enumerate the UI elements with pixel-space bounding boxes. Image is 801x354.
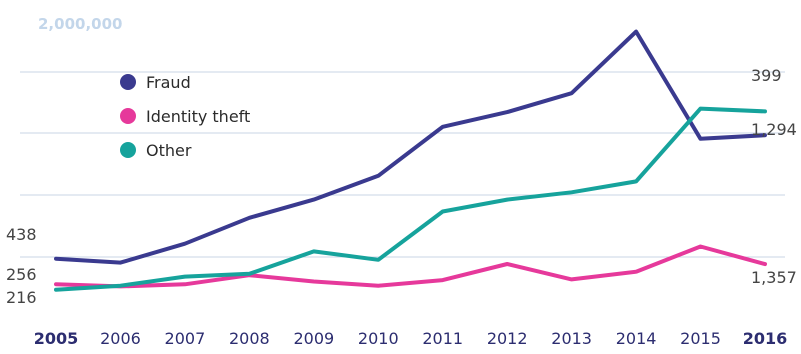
series-line-identity-theft [54, 244, 767, 289]
x-tick-label: 2014 [616, 329, 657, 348]
x-tick-label: 2015 [680, 329, 721, 348]
start-value-label: 256 [6, 265, 37, 284]
x-axis: 2005 2006 2007 2008 2009 2010 2011 2012 2013 2014… [34, 329, 788, 348]
end-value-label: 1,357 [751, 268, 797, 287]
legend-swatch [120, 74, 136, 90]
legend-swatch [120, 108, 136, 124]
series-line-other [54, 106, 767, 292]
series-line-fraud [54, 29, 767, 265]
legend-label: Identity theft [146, 107, 250, 126]
x-tick-label: 2012 [487, 329, 528, 348]
y-axis-top-label: 2,000,000 [38, 15, 122, 33]
legend-label: Other [146, 141, 192, 160]
legend-swatch [120, 142, 136, 158]
value-labels: 438 256 216 1,294 399 1,357 [6, 66, 797, 307]
end-value-label: 399 [751, 66, 782, 85]
x-tick-label: 2005 [34, 329, 79, 348]
start-value-label: 216 [6, 288, 37, 307]
gridlines [20, 71, 785, 258]
x-tick-label: 2009 [293, 329, 334, 348]
start-value-label: 438 [6, 225, 37, 244]
x-tick-label: 2006 [100, 329, 141, 348]
x-tick-label: 2016 [743, 329, 788, 348]
x-tick-label: 2011 [422, 329, 463, 348]
end-value-label: 1,294 [751, 120, 797, 139]
x-tick-label: 2010 [358, 329, 399, 348]
series-lines [54, 29, 767, 292]
x-tick-label: 2013 [551, 329, 592, 348]
x-tick-label: 2007 [165, 329, 206, 348]
legend-label: Fraud [146, 73, 191, 92]
legend: Fraud Identity theft Other [120, 73, 250, 160]
x-tick-label: 2008 [229, 329, 270, 348]
